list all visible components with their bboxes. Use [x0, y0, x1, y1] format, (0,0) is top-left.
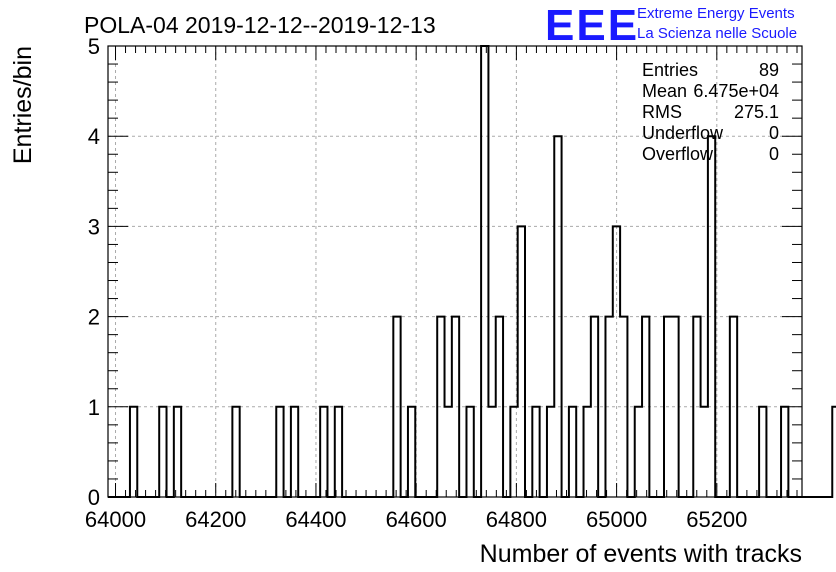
logo-line-1: Extreme Energy Events	[637, 5, 795, 22]
stats-label: Underflow	[642, 123, 724, 143]
y-tick-label: 5	[88, 34, 100, 59]
histogram-bars	[108, 45, 836, 498]
stats-label: Entries	[642, 60, 698, 80]
y-tick-label: 0	[88, 485, 100, 510]
y-tick-label: 4	[88, 124, 100, 149]
grid-lines	[108, 45, 802, 497]
stats-box: Entries 89 Mean 6.475e+04 RMS 275.1 Underflow 0…	[642, 60, 779, 164]
logo-line-2: La Scienza nelle Scuole	[637, 25, 797, 42]
plot-frame	[107, 45, 803, 498]
stats-label: RMS	[642, 102, 682, 122]
stats-value: 6.475e+04	[693, 81, 779, 101]
stats-value: 0	[769, 144, 779, 164]
y-tick-labels: 0 1 2 3 4 5	[88, 34, 100, 510]
y-tick-label: 1	[88, 395, 100, 420]
x-tick-label: 64000	[85, 507, 146, 532]
y-tick-label: 3	[88, 214, 100, 239]
x-tick-label: 64600	[386, 507, 447, 532]
x-tick-label: 65200	[686, 507, 747, 532]
x-tick-label: 64200	[185, 507, 246, 532]
y-axis-title: Entries/bin	[9, 46, 37, 164]
axis-ticks	[108, 45, 802, 498]
stats-label: Overflow	[642, 144, 714, 164]
x-tick-label: 65000	[586, 507, 647, 532]
stats-value: 89	[759, 60, 779, 80]
stats-value: 275.1	[734, 102, 779, 122]
logo-mark: EEE	[545, 1, 639, 50]
x-tick-label: 64400	[285, 507, 346, 532]
eee-logo: EEE Extreme Energy Events La Scienza nel…	[545, 1, 797, 50]
histogram-outline	[108, 45, 836, 498]
x-tick-label: 64800	[486, 507, 547, 532]
stats-label: Mean	[642, 81, 687, 101]
y-tick-label: 2	[88, 305, 100, 330]
x-axis-title: Number of events with tracks	[480, 540, 802, 568]
x-tick-labels: 64000 64200 64400 64600 64800 65000 65200	[85, 507, 747, 532]
stats-value: 0	[769, 123, 779, 143]
chart-title: POLA-04 2019-12-12--2019-12-13	[84, 12, 436, 38]
